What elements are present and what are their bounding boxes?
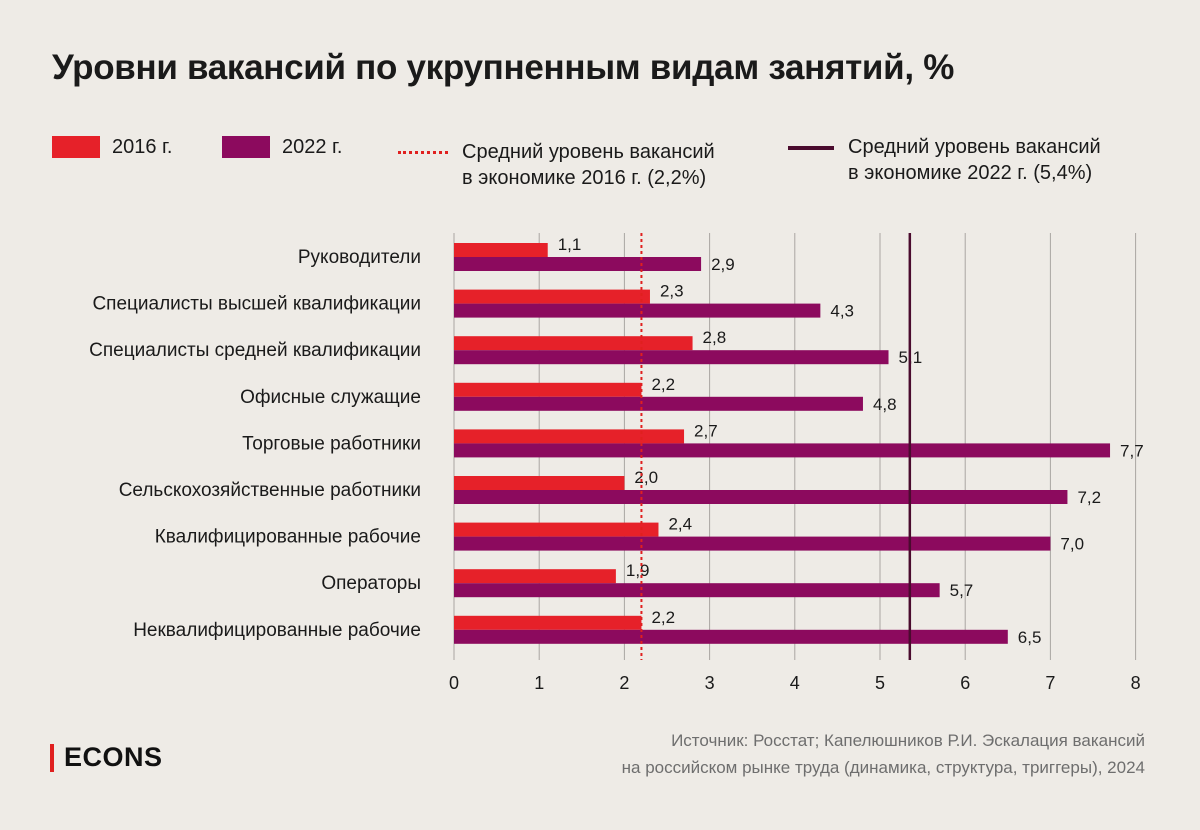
category-label: Руководители [298,247,421,268]
legend-item-2022: 2022 г. [222,134,342,160]
bar-2022 [454,629,1008,644]
bar-2022 [454,303,821,318]
value-label-2016: 2,8 [703,328,727,347]
value-label-2022: 7,7 [1120,441,1144,460]
value-label-2016: 2,3 [660,282,684,301]
value-label-2016: 1,1 [558,235,582,254]
legend-label-avg-2016: Средний уровень вакансий в экономике 201… [462,141,715,189]
brand-bar [50,743,54,772]
value-label-2016: 2,2 [651,375,675,394]
x-tick-label-5: 5 [875,673,885,693]
legend-label-avg-2022: Средний уровень вакансий в экономике 202… [848,136,1101,184]
legend-solid-line [788,146,834,150]
category-label: Специалисты высшей квалификации [92,294,421,315]
legend-label-2016: 2016 г. [112,136,173,158]
x-tick-label-8: 8 [1131,673,1141,693]
legend-dotted-line [398,151,448,154]
category-label: Операторы [321,573,421,594]
value-label-2022: 2,9 [711,255,735,274]
value-label-2022: 4,8 [873,395,897,414]
bar-2016 [454,336,693,351]
bar-2016 [454,569,616,584]
bar-2016 [454,243,548,257]
brand-name: ECONS [64,742,163,772]
bar-2016 [454,429,685,444]
bar-2016 [454,289,650,304]
bar-2016 [454,476,625,490]
source-note: Источник: Росстат; Капелюшников Р.И. Эск… [622,727,1145,781]
value-label-2022: 7,0 [1060,535,1084,554]
bar-2016 [454,522,659,537]
x-tick-label-7: 7 [1045,673,1055,693]
bar-2022 [454,350,889,365]
x-tick-label-1: 1 [534,673,544,693]
x-tick-label-2: 2 [619,673,629,693]
bar-2016 [454,382,642,397]
legend-swatch-2022 [222,136,270,158]
x-tick-label-3: 3 [705,673,715,693]
category-label: Офисные служащие [240,387,421,408]
bar-2022 [454,536,1051,551]
category-label: Торговые работники [242,433,421,454]
bar-2022 [454,490,1068,504]
category-label: Квалифицированные рабочие [155,527,421,548]
chart-title: Уровни вакансий по укрупненным видам зан… [52,48,955,87]
value-label-2016: 1,9 [626,561,650,580]
value-label-2016: 2,2 [651,608,675,627]
legend-item-avg-2016: Средний уровень вакансий в экономике 201… [398,139,715,191]
value-label-2016: 2,4 [668,515,692,534]
source-text: Источник: Росстат; Капелюшников Р.И. Эск… [621,731,1145,777]
legend-swatch-2016 [52,136,100,158]
bar-2022 [454,443,1111,458]
value-label-2022: 7,2 [1077,488,1101,507]
bar-2022 [454,257,702,271]
legend-item-2016: 2016 г. [52,134,172,160]
value-label-2016: 2,7 [694,421,718,440]
x-tick-label-0: 0 [449,673,459,693]
bar-2022 [454,396,863,411]
legend-item-avg-2022: Средний уровень вакансий в экономике 202… [788,134,1101,186]
category-label: Неквалифицированные рабочие [133,620,421,641]
category-label: Сельскохозяйственные работники [119,480,421,501]
value-label-2022: 5,7 [950,581,974,600]
category-label: Специалисты средней квалификации [89,340,421,361]
value-label-2022: 6,5 [1018,628,1042,647]
value-label-2022: 4,3 [830,302,854,321]
bar-2016 [454,615,642,630]
legend-label-2022: 2022 г. [282,136,343,158]
brand-logo: ECONS [50,742,163,773]
x-tick-label-4: 4 [790,673,800,693]
bar-2022 [454,583,940,598]
x-tick-label-6: 6 [960,673,970,693]
value-label-2016: 2,0 [634,468,658,487]
